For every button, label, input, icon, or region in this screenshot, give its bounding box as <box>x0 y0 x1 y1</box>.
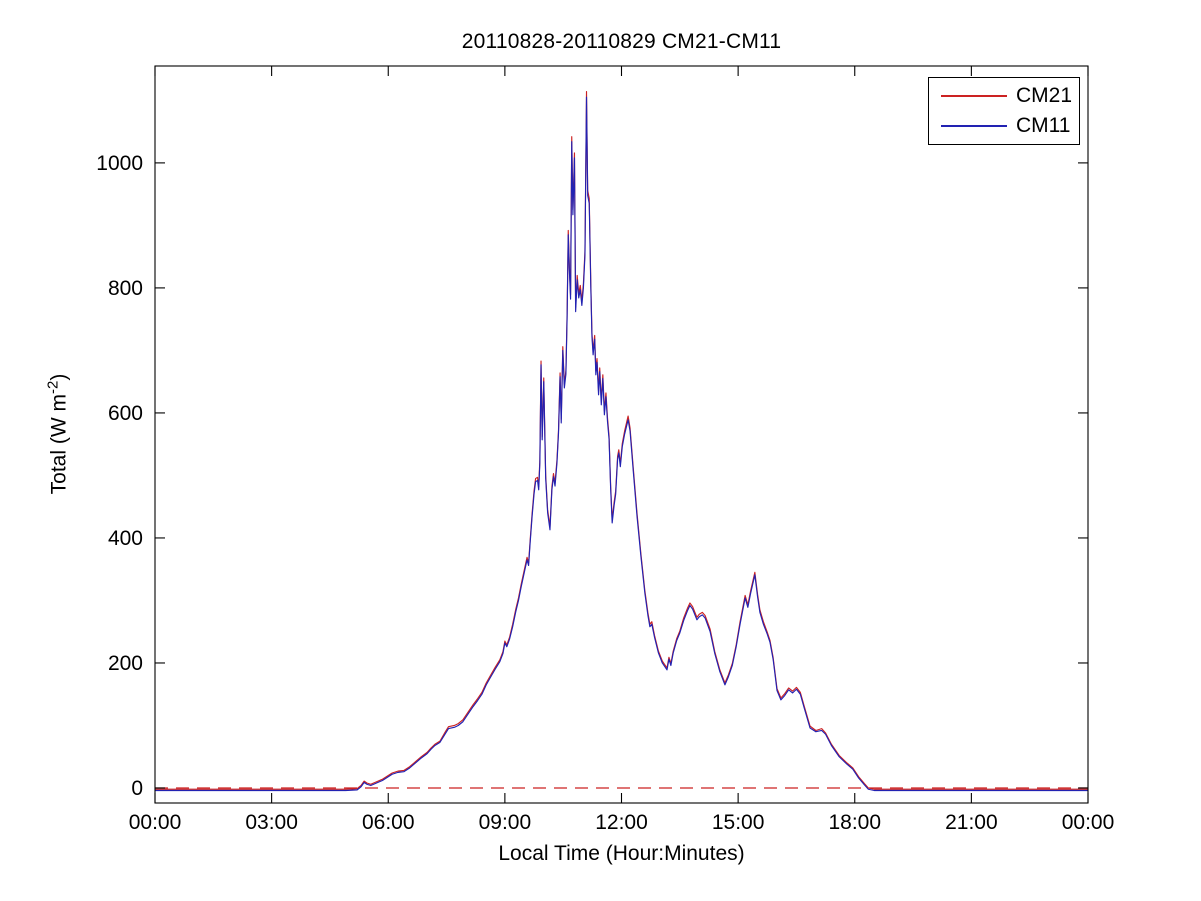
legend-entry-cm21: CM21 <box>929 84 1079 108</box>
y-axis-label-superscript: -2 <box>44 380 62 394</box>
legend-label-cm11: CM11 <box>1016 114 1071 137</box>
x-tick-label: 00:00 <box>1062 811 1115 834</box>
y-tick-label: 1000 <box>96 152 143 175</box>
legend-entry-cm11: CM11 <box>929 114 1079 138</box>
y-axis-label-close: ) <box>47 373 71 381</box>
legend-line-sample-cm21 <box>941 95 1007 97</box>
y-axis-label-text: Total (W m <box>47 394 71 495</box>
y-tick-label: 800 <box>108 277 143 300</box>
x-tick-label: 06:00 <box>362 811 415 834</box>
y-tick-label: 600 <box>108 402 143 425</box>
x-tick-label: 09:00 <box>479 811 532 834</box>
chart-title: 20110828-20110829 CM21-CM11 <box>461 30 782 53</box>
y-tick-label: 200 <box>108 652 143 675</box>
x-axis-label: Local Time (Hour:Minutes) <box>498 842 745 865</box>
x-tick-label: 12:00 <box>595 811 648 834</box>
legend-line-sample-cm11 <box>941 125 1007 127</box>
legend-label-cm21: CM21 <box>1016 84 1073 107</box>
x-tick-label: 18:00 <box>828 811 881 834</box>
x-tick-label: 00:00 <box>129 811 182 834</box>
plot-background <box>155 66 1088 803</box>
x-tick-label: 03:00 <box>245 811 298 834</box>
y-axis-label: Total (W m-2) <box>45 374 72 495</box>
x-tick-label: 15:00 <box>712 811 765 834</box>
legend-box: CM21 CM11 <box>928 77 1080 145</box>
x-tick-label: 21:00 <box>945 811 998 834</box>
cm11-line <box>155 96 1088 792</box>
y-tick-label: 400 <box>108 527 143 550</box>
y-tick-label: 0 <box>131 777 143 800</box>
